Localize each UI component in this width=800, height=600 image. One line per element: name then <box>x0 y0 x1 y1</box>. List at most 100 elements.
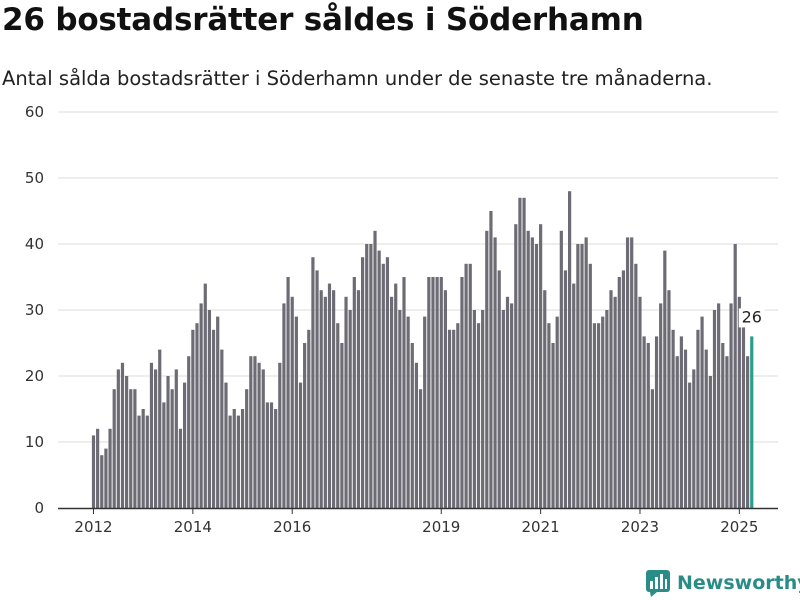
bar <box>203 283 207 508</box>
bar <box>298 382 303 508</box>
bar <box>704 349 708 508</box>
bar <box>290 296 294 508</box>
bar <box>348 310 352 508</box>
bar <box>654 336 659 508</box>
bar <box>303 343 307 508</box>
bar <box>166 376 170 508</box>
bar <box>605 310 609 508</box>
x-tick-label: 2014 <box>174 518 212 536</box>
bar <box>352 277 356 508</box>
bar <box>96 428 100 508</box>
bar <box>294 316 298 508</box>
bar <box>725 356 729 508</box>
bar <box>220 349 224 508</box>
bar <box>485 230 489 509</box>
bar <box>663 250 667 508</box>
bar <box>278 362 282 508</box>
bar <box>505 296 510 508</box>
bar <box>410 343 414 508</box>
bar <box>365 244 369 508</box>
x-tick-label: 2019 <box>422 518 460 536</box>
bar <box>476 323 481 508</box>
bar <box>659 303 663 508</box>
bar <box>116 369 120 508</box>
bar <box>692 369 696 508</box>
bar <box>344 296 348 508</box>
y-tick-label: 40 <box>25 235 44 253</box>
bar <box>191 329 195 508</box>
bar <box>741 323 746 508</box>
brand-name: Newsworthy <box>677 572 800 594</box>
bar <box>671 329 675 508</box>
bar <box>282 303 286 508</box>
bar <box>468 263 472 508</box>
data-label-bg <box>738 308 765 328</box>
bar <box>601 316 605 508</box>
bar <box>332 290 336 508</box>
bar <box>447 329 452 508</box>
y-tick-label: 30 <box>25 301 44 319</box>
y-tick-label: 50 <box>25 169 44 187</box>
y-tick-label: 10 <box>25 433 44 451</box>
bar <box>580 244 584 508</box>
bar <box>518 197 522 509</box>
bar <box>493 237 497 508</box>
bar <box>700 316 704 508</box>
bar <box>696 329 700 508</box>
bar <box>315 270 319 508</box>
chart-title: 26 bostadsrätter såldes i Söderhamn <box>2 2 644 38</box>
bar <box>178 428 183 508</box>
bar <box>373 230 377 509</box>
bar <box>253 356 257 508</box>
bar <box>108 428 112 508</box>
x-axis: 2012 2014 2016 2019 2021 2023 2025 <box>58 507 778 536</box>
bar <box>207 310 212 508</box>
bar <box>224 382 228 508</box>
bar <box>319 290 323 508</box>
bar <box>667 290 671 508</box>
bar <box>617 277 621 508</box>
bar <box>746 356 750 508</box>
bar <box>563 270 568 508</box>
bar <box>154 369 158 508</box>
bar <box>187 356 191 508</box>
bar <box>737 296 741 508</box>
bar <box>162 402 166 508</box>
bar <box>381 263 385 508</box>
bar <box>427 277 431 508</box>
bar <box>592 323 597 508</box>
bar <box>389 296 394 508</box>
bar <box>216 316 220 508</box>
bar <box>522 197 526 509</box>
bar <box>158 349 162 508</box>
bar <box>361 257 365 508</box>
bar <box>534 244 539 508</box>
bar <box>688 382 692 508</box>
bar <box>340 343 344 508</box>
bar <box>464 263 468 508</box>
x-tick-label: 2012 <box>74 518 112 536</box>
bar <box>228 415 232 508</box>
bar <box>625 237 630 508</box>
y-tick-label: 20 <box>25 367 44 385</box>
bar <box>174 369 178 508</box>
bar <box>460 277 464 508</box>
bar <box>650 389 654 508</box>
bar <box>638 296 642 508</box>
bar <box>634 263 638 508</box>
bar <box>240 409 245 508</box>
bar <box>249 356 253 508</box>
bar <box>609 290 613 508</box>
bar <box>456 323 460 508</box>
newsworthy-brand: Newsworthy <box>645 569 800 597</box>
bar <box>530 237 534 508</box>
bar <box>245 389 249 508</box>
bar <box>717 303 721 508</box>
x-tick-label: 2016 <box>273 518 311 536</box>
x-tick-label: 2023 <box>621 518 659 536</box>
bar <box>568 191 572 508</box>
y-tick-label: 60 <box>25 103 44 121</box>
bar <box>385 257 390 508</box>
bar <box>104 448 108 508</box>
